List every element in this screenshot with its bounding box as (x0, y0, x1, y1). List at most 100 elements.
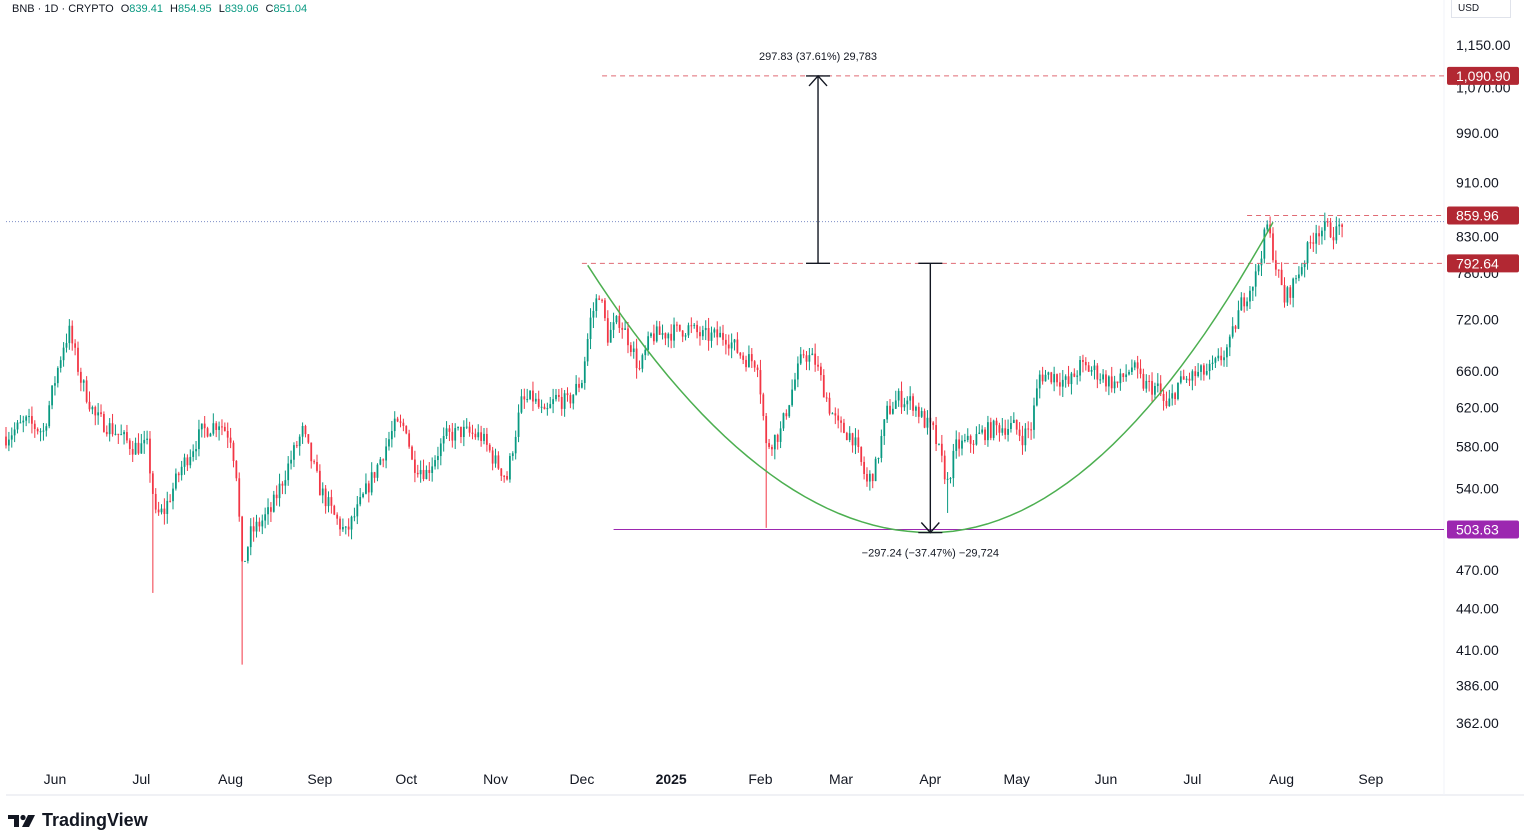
candle-body (270, 507, 272, 512)
candle-body (840, 420, 842, 423)
candle-body (1027, 428, 1030, 430)
candle-body (140, 443, 143, 454)
candle-body (1082, 359, 1084, 362)
y-tick-label: 1,150.00 (1456, 37, 1511, 53)
candles (5, 212, 1343, 665)
candle-body (722, 332, 724, 340)
candle-body (1050, 372, 1053, 383)
candle-body (989, 422, 992, 438)
measure-down-arrowhead (920, 522, 940, 534)
candle-body (1254, 271, 1257, 287)
candle-body (1249, 290, 1251, 302)
candle-body (321, 488, 324, 496)
candle-body (1133, 362, 1136, 368)
candle-body (658, 326, 661, 335)
candle-body (51, 385, 53, 406)
candle-body (984, 429, 986, 441)
candle-body (471, 432, 474, 434)
candle-body (1329, 222, 1332, 238)
candle-body (370, 472, 373, 493)
candle-body (868, 473, 871, 482)
candle-body (874, 458, 877, 482)
candle-body (134, 442, 137, 455)
candle-body (517, 412, 520, 437)
candle-body (373, 472, 376, 478)
candle-body (943, 455, 946, 480)
measure-up-label: 297.83 (37.61%) 29,783 (759, 51, 877, 63)
candle-body (822, 375, 825, 398)
candle-body (736, 339, 739, 353)
x-tick-label: Apr (919, 771, 941, 787)
candle-body (362, 493, 364, 498)
candle-body (123, 432, 125, 435)
candle-body (1012, 419, 1015, 424)
candle-body (969, 435, 972, 444)
candle-body (1315, 233, 1318, 244)
candle-body (1243, 297, 1246, 307)
candle-body (1208, 363, 1211, 372)
candle-body (131, 448, 134, 455)
x-tick-label: Nov (483, 771, 508, 787)
candle-body (549, 404, 552, 409)
candle-body (468, 426, 471, 433)
y-tick-label: 440.00 (1456, 601, 1499, 617)
candle-body (920, 411, 923, 417)
candle-body (1079, 359, 1081, 376)
candle-body (992, 420, 995, 438)
candle-body (344, 526, 347, 528)
candle-body (578, 383, 580, 388)
candle-body (1001, 428, 1004, 433)
candle-body (696, 324, 698, 333)
candle-body (126, 432, 128, 441)
support-badge (1447, 520, 1519, 539)
candle-body (785, 413, 788, 417)
candle-body (393, 418, 396, 432)
candle-body (1272, 233, 1274, 261)
candle-body (365, 483, 367, 494)
candle-body (753, 361, 756, 368)
candle-body (249, 526, 252, 548)
recent-high-badge-label: 859.96 (1456, 208, 1499, 224)
candle-body (284, 480, 287, 486)
candle-body (540, 406, 543, 408)
candle-body (586, 338, 589, 362)
candle-body (704, 327, 707, 331)
x-tick-label: Jun (1095, 771, 1118, 787)
candle-body (779, 428, 782, 442)
candle-body (396, 418, 399, 422)
chart-drawings: 297.83 (37.61%) 29,783 −297.24 (−37.47%) … (6, 51, 1444, 560)
candle-body (235, 460, 238, 479)
y-tick-label: 660.00 (1456, 363, 1499, 379)
candle-body (880, 436, 883, 458)
candle-body (572, 394, 575, 404)
candle-body (1093, 365, 1096, 371)
candle-body (1099, 379, 1102, 381)
x-tick-label: Sep (1358, 771, 1383, 787)
currency-button[interactable]: USD (1451, 0, 1511, 18)
candle-body (1148, 380, 1151, 382)
candle-body (506, 475, 508, 480)
candle-body (773, 434, 776, 450)
support-badge-label: 503.63 (1456, 521, 1499, 537)
candle-body (105, 431, 108, 435)
candle-body (1156, 383, 1159, 387)
candle-body (212, 423, 215, 434)
candle-body (238, 478, 241, 517)
candle-body (664, 333, 667, 339)
candle-body (987, 422, 989, 441)
candle-body (1096, 365, 1099, 380)
candle-body (1174, 393, 1176, 399)
candle-body (500, 468, 503, 476)
candle-body (350, 516, 353, 530)
candle-body (1303, 263, 1306, 268)
candle-body (223, 426, 226, 431)
candle-body (1168, 398, 1171, 407)
candle-body (676, 324, 678, 326)
candle-body (811, 353, 814, 356)
candle-body (693, 324, 696, 326)
candle-body (1151, 381, 1153, 395)
candle-body (958, 439, 961, 449)
brand-logo[interactable]: TradingView (8, 810, 148, 831)
candle-body (1061, 379, 1064, 387)
